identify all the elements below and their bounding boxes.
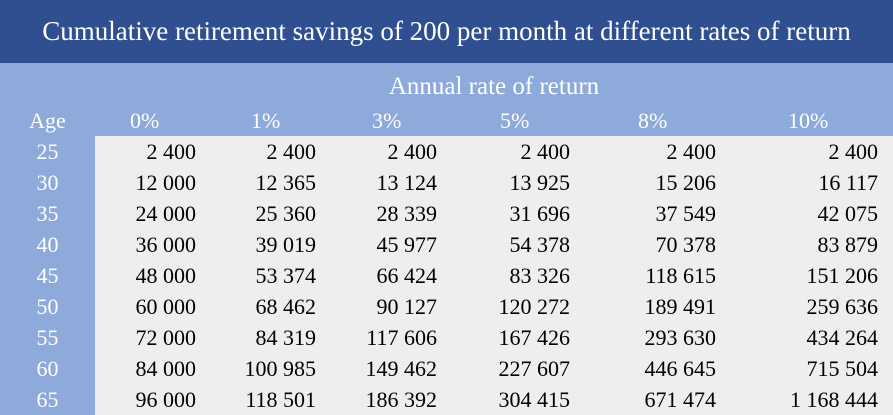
- value-cell: 15 206: [655, 169, 717, 195]
- value-cell: 90 127: [376, 293, 438, 319]
- value-cell: 66 424: [376, 262, 438, 288]
- age-cell: 45: [36, 262, 59, 288]
- rate-header-0: 0%: [130, 108, 160, 133]
- value-cell: 2 400: [387, 138, 438, 164]
- value-cell: 1 168 444: [790, 386, 878, 412]
- value-cell: 31 696: [509, 200, 571, 226]
- rate-header-2: 3%: [372, 108, 402, 133]
- value-cell: 53 374: [255, 262, 317, 288]
- value-cell: 72 000: [135, 324, 197, 350]
- age-column-header: Age: [29, 108, 66, 133]
- value-cell: 48 000: [135, 262, 197, 288]
- age-cell: 25: [36, 138, 59, 164]
- table-row: 40 36 000 39 019 45 977 54 378 70 378 83 879: [0, 229, 893, 260]
- value-cell: 84 319: [255, 324, 317, 350]
- value-cell: 671 474: [644, 386, 717, 412]
- value-cell: 2 400: [146, 138, 197, 164]
- value-cell: 2 400: [266, 138, 317, 164]
- value-cell: 100 985: [244, 355, 317, 381]
- value-cell: 16 117: [818, 169, 878, 195]
- value-cell: 434 264: [806, 324, 879, 350]
- rate-header-4: 8%: [638, 108, 668, 133]
- rate-header-5: 10%: [788, 108, 829, 133]
- age-cell: 30: [36, 169, 59, 195]
- value-cell: 2 400: [828, 138, 879, 164]
- value-cell: 13 124: [376, 169, 438, 195]
- value-cell: 83 326: [509, 262, 571, 288]
- value-cell: 186 392: [365, 386, 438, 412]
- value-cell: 24 000: [135, 200, 197, 226]
- table-row: 55 72 000 84 319 117 606 167 426 293 630 434 2…: [0, 322, 893, 353]
- age-cell: 40: [36, 231, 59, 257]
- value-cell: 37 549: [655, 200, 717, 226]
- value-cell: 39 019: [255, 231, 317, 257]
- value-cell: 45 977: [376, 231, 438, 257]
- value-cell: 227 607: [498, 355, 571, 381]
- value-cell: 12 000: [135, 169, 197, 195]
- value-cell: 189 491: [644, 293, 717, 319]
- value-cell: 118 501: [245, 386, 316, 412]
- value-cell: 167 426: [498, 324, 571, 350]
- value-cell: 149 462: [365, 355, 438, 381]
- data-panel: [95, 136, 893, 415]
- value-cell: 96 000: [135, 386, 197, 412]
- rate-header-3: 5%: [500, 108, 530, 133]
- value-cell: 118 615: [645, 262, 716, 288]
- table-row: 60 84 000 100 985 149 462 227 607 446 645 715 …: [0, 353, 893, 384]
- table-title: Cumulative retirement savings of 200 per…: [0, 0, 893, 63]
- table-row: 30 12 000 12 365 13 124 13 925 15 206 16 117: [0, 167, 893, 198]
- value-cell: 293 630: [644, 324, 717, 350]
- value-cell: 70 378: [655, 231, 717, 257]
- value-cell: 60 000: [135, 293, 197, 319]
- value-cell: 28 339: [376, 200, 438, 226]
- value-cell: 715 504: [806, 355, 879, 381]
- value-cell: 259 636: [806, 293, 879, 319]
- age-cell: 60: [36, 355, 59, 381]
- age-cell: 50: [36, 293, 59, 319]
- age-cell: 35: [36, 200, 59, 226]
- table-row: 65 96 000 118 501 186 392 304 415 671 474 1 16…: [0, 384, 893, 415]
- age-cell: 55: [36, 324, 59, 350]
- value-cell: 2 400: [666, 138, 717, 164]
- rate-header-1: 1%: [251, 108, 281, 133]
- value-cell: 36 000: [135, 231, 197, 257]
- value-cell: 446 645: [644, 355, 717, 381]
- value-cell: 83 879: [817, 231, 879, 257]
- value-cell: 42 075: [817, 200, 879, 226]
- value-cell: 25 360: [255, 200, 317, 226]
- value-cell: 54 378: [509, 231, 571, 257]
- value-cell: 120 272: [498, 293, 571, 319]
- value-cell: 304 415: [498, 386, 571, 412]
- table-row: 45 48 000 53 374 66 424 83 326 118 615 151 206: [0, 260, 893, 291]
- value-cell: 13 925: [509, 169, 571, 195]
- value-cell: 84 000: [135, 355, 197, 381]
- age-cell: 65: [36, 386, 59, 412]
- value-cell: 151 206: [806, 262, 879, 288]
- value-cell: 2 400: [520, 138, 571, 164]
- table-row: 35 24 000 25 360 28 339 31 696 37 549 42 075: [0, 198, 893, 229]
- table-row: 25 2 400 2 400 2 400 2 400 2 400 2 400: [0, 136, 893, 167]
- value-cell: 12 365: [255, 169, 317, 195]
- value-cell: 68 462: [255, 293, 317, 319]
- value-cell: 117 606: [366, 324, 437, 350]
- table-row: 50 60 000 68 462 90 127 120 272 189 491 259 63…: [0, 291, 893, 322]
- rate-group-header: Annual rate of return: [388, 73, 600, 100]
